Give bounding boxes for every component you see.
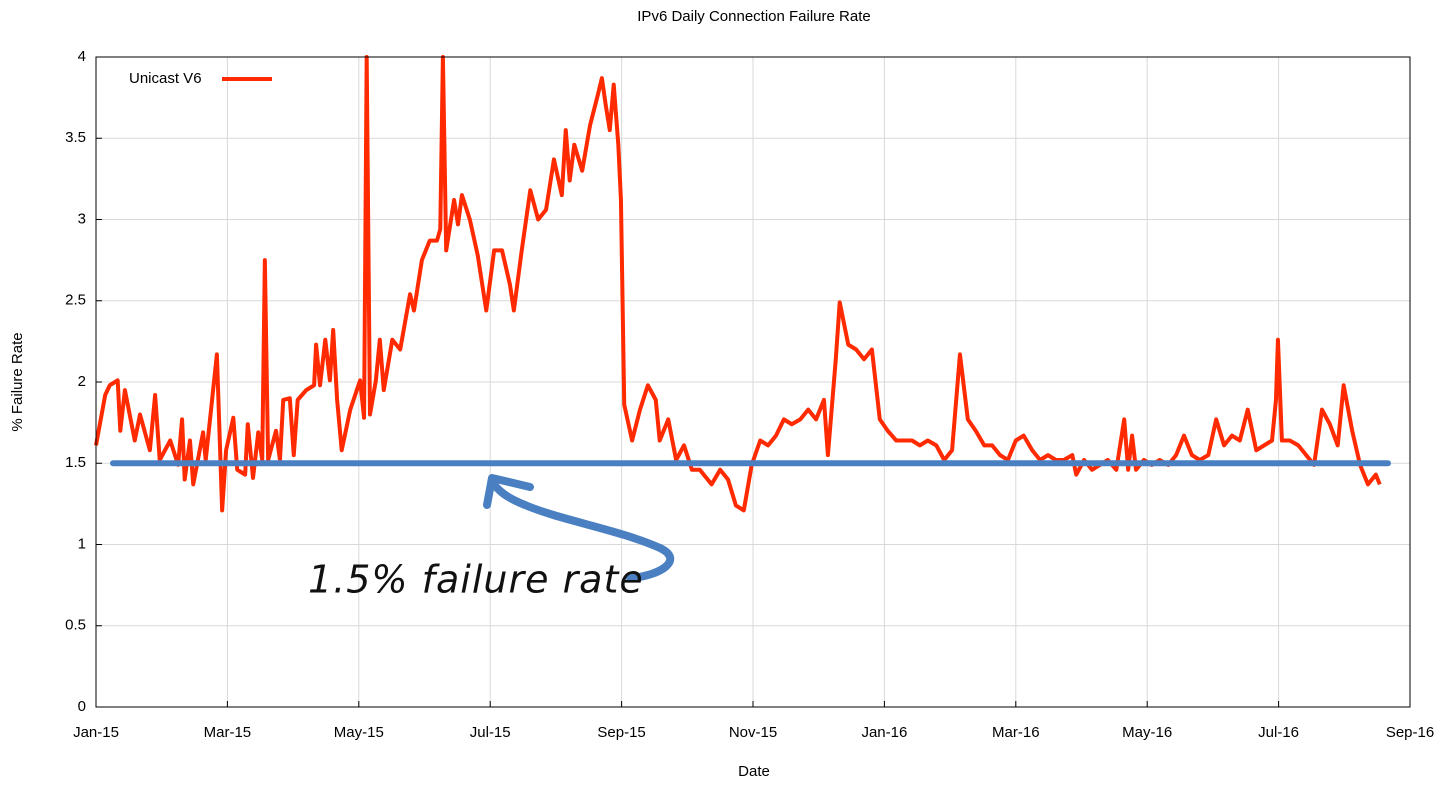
legend-label: Unicast V6 [129, 70, 202, 87]
x-tick-label: Jul-15 [470, 724, 511, 741]
x-tick-label: May-16 [1122, 724, 1172, 741]
x-tick-label: Sep-16 [1386, 724, 1434, 741]
x-axis-label: Date [738, 763, 770, 780]
x-tick-label: Mar-15 [204, 724, 252, 741]
x-tick-label: Jan-15 [73, 724, 119, 741]
y-tick-label: 4 [78, 48, 86, 65]
x-tick-label: Mar-16 [992, 724, 1040, 741]
annotation: 1.5% failure rate [110, 460, 1391, 602]
y-tick-label: 0 [78, 698, 86, 715]
plot-frame [95, 56, 1411, 708]
y-axis-label: % Failure Rate [9, 332, 26, 431]
x-tick-label: Sep-15 [597, 724, 645, 741]
x-tick-label: May-15 [334, 724, 384, 741]
y-tick-label: 1.5 [65, 454, 86, 471]
x-tick-label: Nov-15 [729, 724, 777, 741]
plot-area [94, 55, 1382, 513]
grid: 0 0.5 1 1.5 2 2.5 3 3.5 4 Jan-15 Mar-15 May-15 Jul-1… [65, 48, 1434, 741]
x-tick-label: Jan-16 [861, 724, 907, 741]
annotation-text: 1.5% failure rate [308, 558, 644, 602]
x-tick-label: Jul-16 [1258, 724, 1299, 741]
y-tick-label: 3 [78, 210, 86, 227]
chart-title: IPv6 Daily Connection Failure Rate [637, 8, 870, 25]
legend: Unicast V6 [129, 70, 272, 87]
y-tick-label: 2 [78, 373, 86, 390]
y-tick-label: 3.5 [65, 129, 86, 146]
data-line [94, 55, 1382, 513]
y-tick-label: 2.5 [65, 292, 86, 309]
y-tick-label: 1 [78, 535, 86, 552]
y-tick-label: 0.5 [65, 617, 86, 634]
annotation-arrow [488, 478, 675, 582]
annotation-arrowhead [483, 474, 534, 509]
